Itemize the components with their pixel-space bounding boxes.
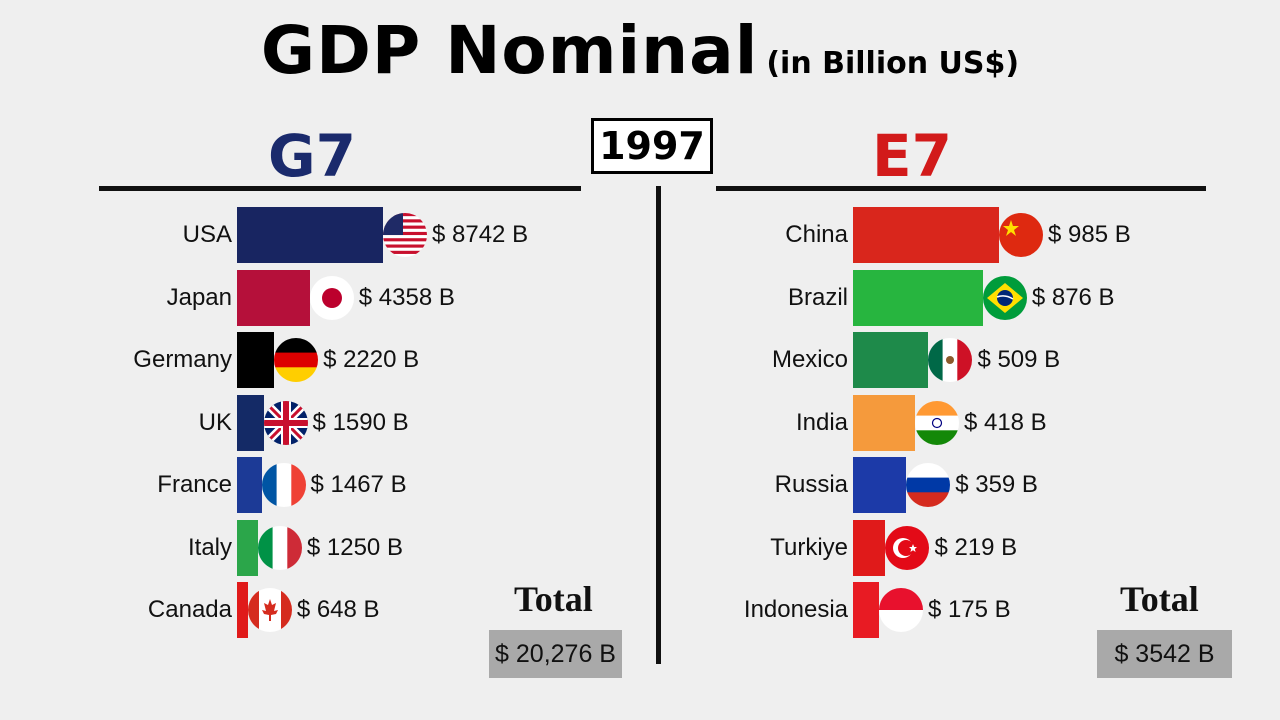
value-label: $ 1590 B	[312, 408, 409, 436]
e7-total-label: Total	[1120, 579, 1199, 619]
value-label: $ 1467 B	[310, 471, 407, 498]
bar-brazil	[853, 269, 983, 326]
value-label: $ 1250 B	[306, 533, 403, 561]
turkey-flag-icon	[885, 525, 930, 570]
bar-indonesia	[853, 582, 879, 638]
g7-row-uk: UK $ 1590 B	[0, 393, 1280, 453]
bar-italy	[237, 519, 258, 576]
value-label: $ 4358 B	[358, 283, 455, 311]
china-flag-icon	[999, 213, 1043, 257]
category-label: Indonesia	[743, 596, 848, 623]
category-label: Russia	[774, 471, 848, 498]
category-label: Japan	[166, 283, 232, 311]
bar-russia	[853, 457, 907, 513]
e7-row-russia: Russia $ 359 B	[0, 455, 1280, 515]
g7-title: G7	[268, 122, 356, 190]
brazil-flag-icon	[982, 275, 1027, 320]
germany-flag-icon	[274, 338, 319, 382]
italy-flag-icon	[257, 525, 302, 570]
france-flag-icon	[261, 463, 306, 507]
india-flag-icon	[914, 400, 959, 445]
g7-row-italy: Italy $ 1250 B	[0, 518, 1280, 578]
g7-total-value: $ 20,276 B	[489, 630, 622, 678]
bar-india	[853, 394, 915, 451]
value-label: $ 509 B	[977, 346, 1061, 373]
russia-flag-icon	[906, 463, 951, 507]
value-label: $ 359 B	[955, 471, 1038, 498]
mexico-flag-icon	[928, 338, 973, 382]
e7-total-value: $ 3542 B	[1097, 630, 1232, 678]
canada-flag-icon	[247, 588, 292, 632]
value-label: $ 418 B	[963, 408, 1047, 436]
category-label: USA	[182, 221, 232, 248]
g7-row-france: France $ 1467 B	[0, 455, 1280, 515]
bar-uk	[237, 394, 264, 451]
year-label: 1997	[591, 118, 713, 174]
bar-usa	[237, 207, 383, 263]
value-label: $ 648 B	[296, 596, 380, 623]
category-label: Italy	[187, 533, 232, 561]
bar-france	[237, 457, 262, 513]
value-label: $ 2220 B	[323, 346, 420, 373]
indonesia-flag-icon	[878, 588, 923, 632]
bar-china	[853, 207, 999, 263]
category-label: Turkiye	[770, 533, 848, 561]
bar-germany	[237, 332, 275, 388]
g7-total-label: Total	[514, 579, 593, 619]
chart-subtitle: (in Billion US$)	[766, 46, 1020, 81]
g7-divider	[99, 186, 581, 191]
e7-row-brazil: Brazil $ 876 B	[0, 268, 1280, 328]
value-label: $ 876 B	[1031, 283, 1115, 311]
value-label: $ 175 B	[927, 596, 1011, 623]
g7-row-germany: Germany $ 2220 B	[0, 330, 1280, 390]
value-label: $ 219 B	[934, 533, 1018, 561]
bar-canada	[237, 582, 248, 638]
e7-title: E7	[872, 122, 952, 190]
japan-flag-icon	[309, 275, 354, 320]
g7-row-japan: Japan $ 4358 B	[0, 268, 1280, 328]
e7-row-india: India $ 418 B	[0, 393, 1280, 453]
category-label: Germany	[133, 346, 232, 373]
category-label: Mexico	[771, 346, 848, 373]
bar-japan	[237, 269, 310, 326]
value-label: $ 985 B	[1048, 221, 1131, 248]
g7-row-canada: Canada $ 648 B	[0, 580, 1280, 640]
e7-row-indonesia: Indonesia $ 175 B	[0, 580, 1280, 640]
bar-turkiye	[853, 519, 886, 576]
g7-row-usa: USA $ 8742 B	[0, 205, 1280, 265]
category-label: Brazil	[787, 283, 848, 311]
chart-title-block: GDP Nominal (in Billion US$)	[0, 12, 1280, 89]
category-label: China	[785, 221, 848, 248]
bar-mexico	[853, 332, 929, 388]
category-label: France	[157, 471, 232, 498]
e7-row-mexico: Mexico $ 509 B	[0, 330, 1280, 390]
category-label: Canada	[147, 596, 232, 623]
e7-divider	[716, 186, 1206, 191]
center-divider	[656, 186, 661, 664]
category-label: UK	[198, 408, 232, 436]
value-label: $ 8742 B	[432, 221, 529, 248]
e7-row-turkiye: Turkiye $ 219 B	[0, 518, 1280, 578]
chart-title: GDP Nominal	[260, 12, 759, 89]
usa-flag-icon	[383, 213, 427, 257]
e7-row-china: China $ 985 B	[0, 205, 1280, 265]
category-label: India	[795, 408, 848, 436]
